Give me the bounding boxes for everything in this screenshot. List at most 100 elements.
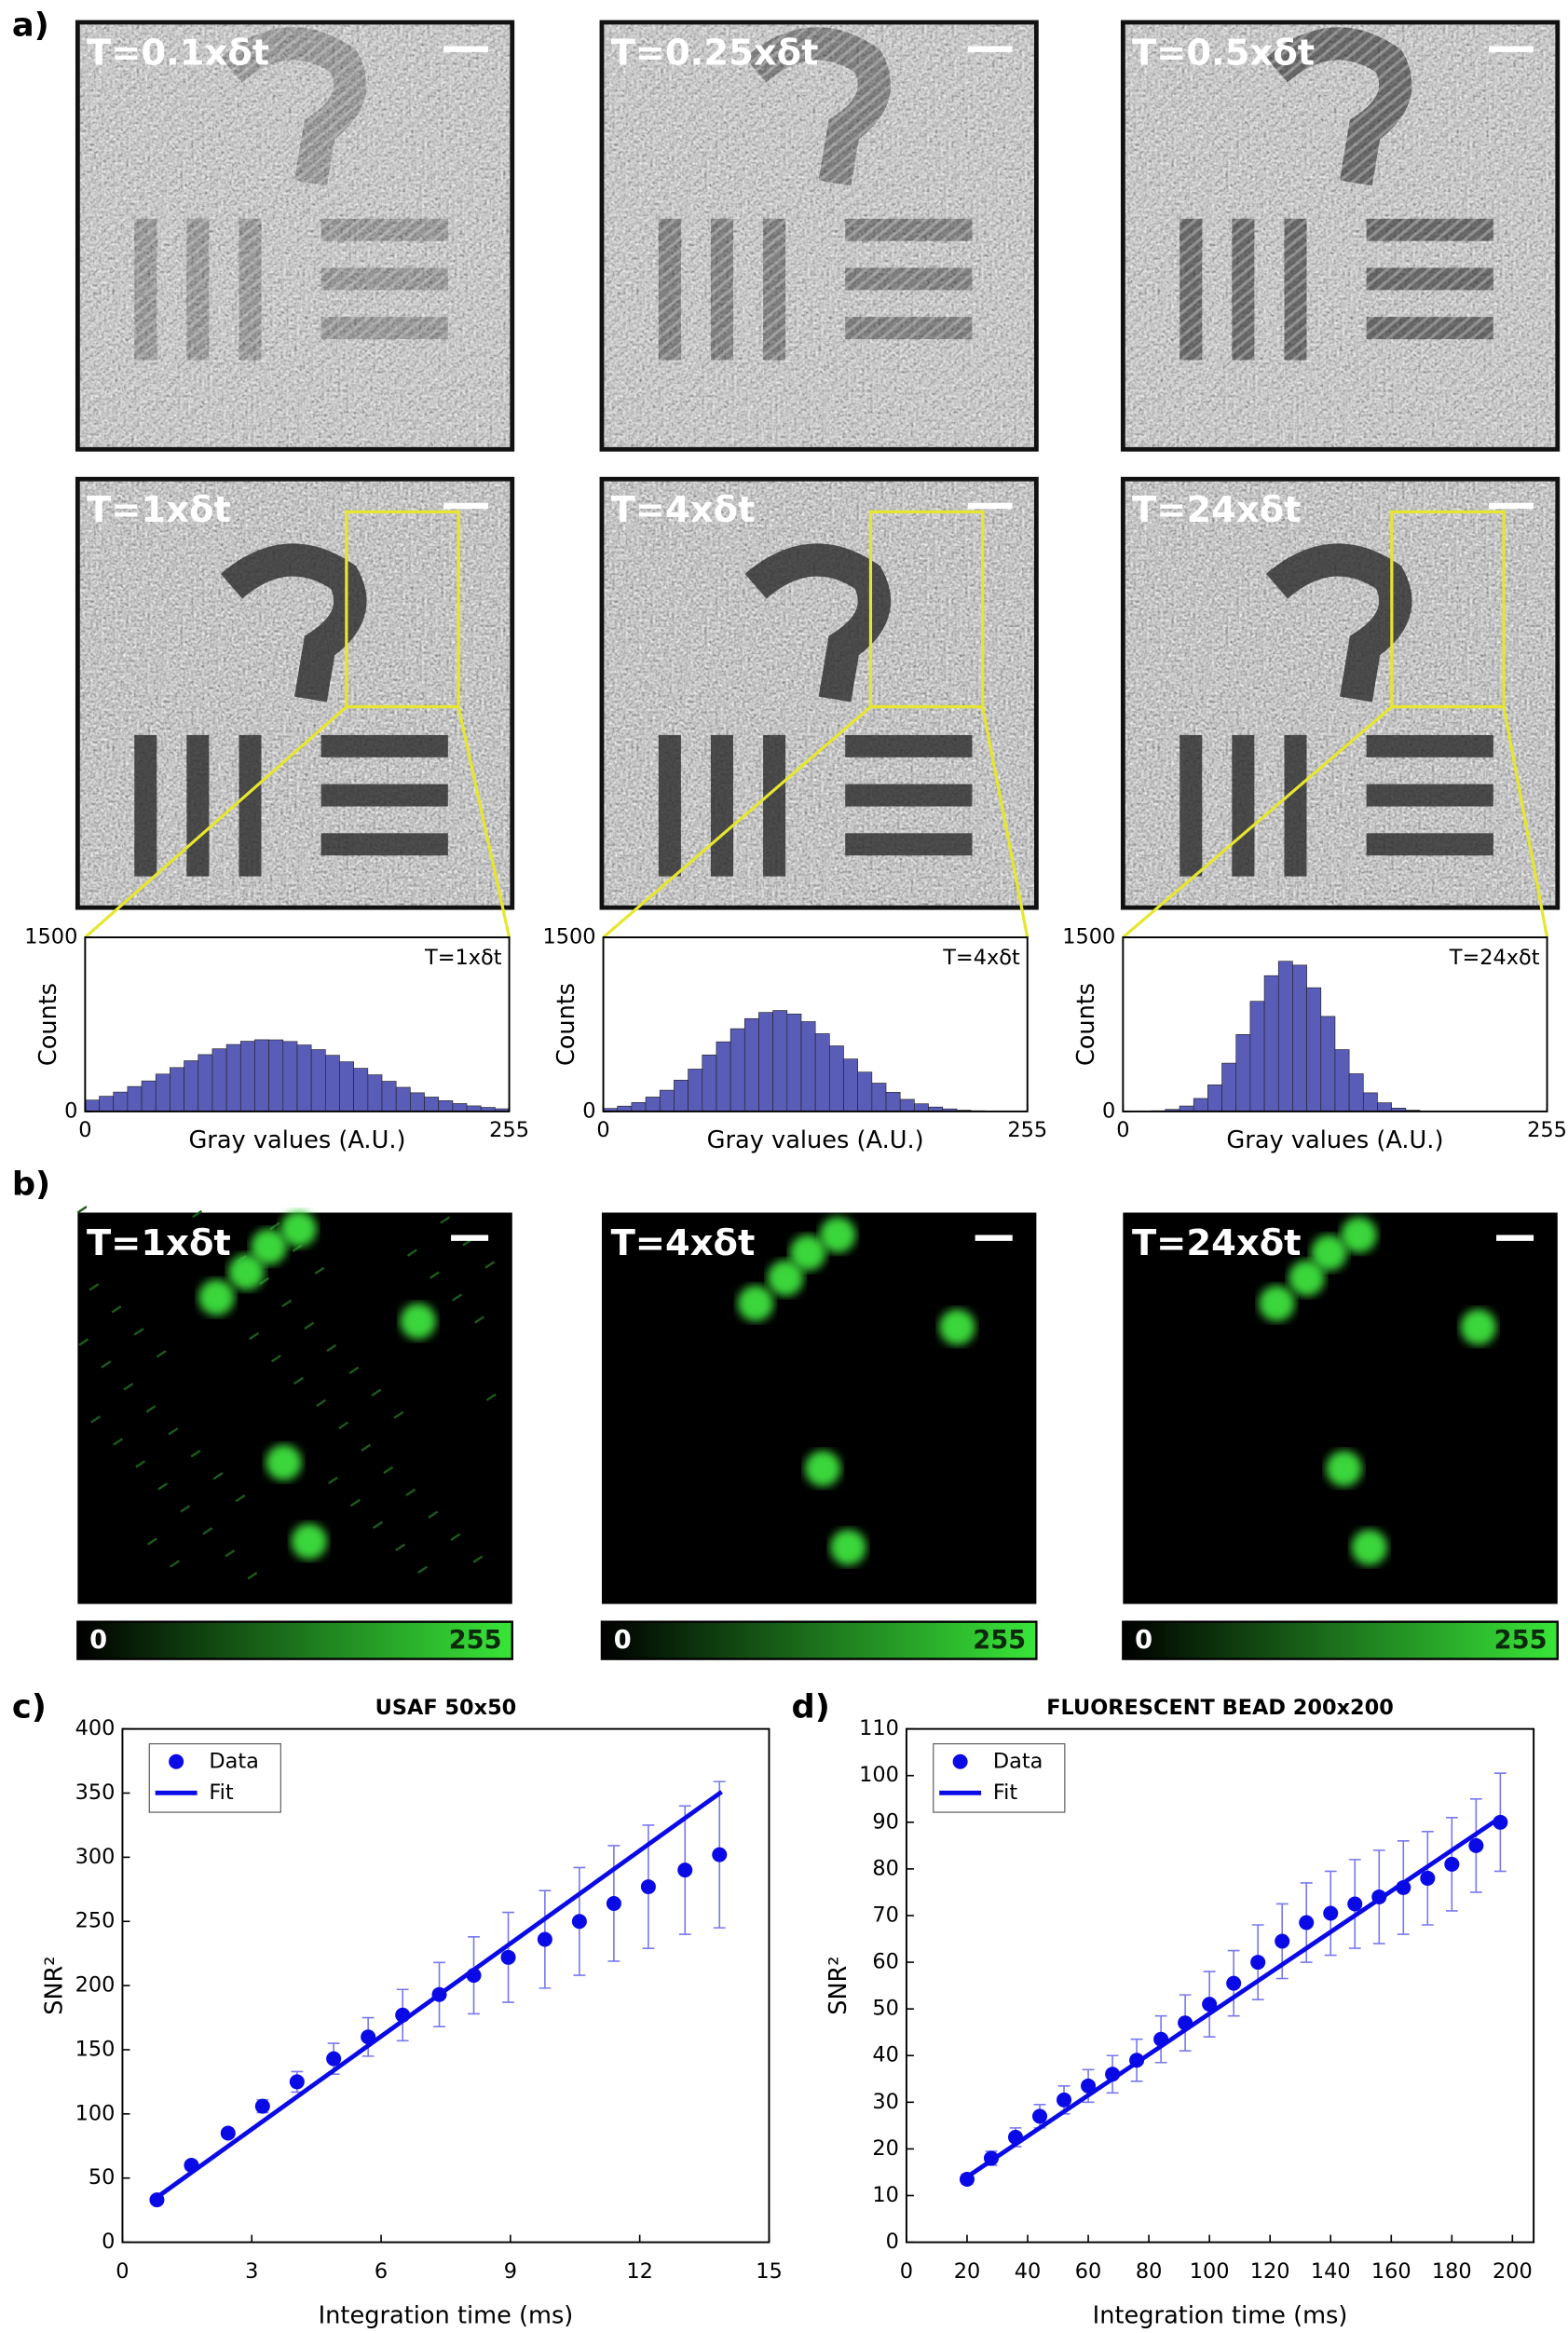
noise-streak xyxy=(484,1261,496,1269)
y-tick-label: 0 xyxy=(1102,1098,1115,1123)
hist-bar xyxy=(1277,961,1293,1112)
hist-bar xyxy=(452,1103,468,1112)
hist-bar xyxy=(1249,1001,1265,1112)
data-point xyxy=(1420,1870,1436,1886)
noise-streak xyxy=(293,1376,305,1385)
hist-bar xyxy=(85,1099,100,1112)
colorbar-gradient xyxy=(600,1620,1038,1660)
x-tick-label: 0 xyxy=(900,2259,913,2284)
hist-bar xyxy=(1377,1102,1392,1112)
x-tick-label: 80 xyxy=(1136,2259,1163,2284)
noise-streak xyxy=(281,1299,293,1308)
hist-bar xyxy=(829,1045,844,1112)
legend-label: Fit xyxy=(209,1780,234,1805)
x-tick-label: 255 xyxy=(1527,1118,1567,1142)
image-frame xyxy=(1120,476,1561,910)
hist-bar xyxy=(211,1048,227,1112)
colorbar-gradient xyxy=(1122,1620,1559,1660)
noise-streak xyxy=(316,1398,327,1408)
image-bg xyxy=(1123,1212,1558,1604)
noise-streak xyxy=(247,1571,258,1580)
noise-streak xyxy=(314,1266,325,1275)
hist-bar xyxy=(1348,1073,1364,1112)
hist-bar xyxy=(885,1092,901,1112)
bar-shape xyxy=(1284,734,1307,877)
y-tick-label: 70 xyxy=(872,1903,899,1928)
noise-streak xyxy=(428,1510,439,1519)
hist-bar xyxy=(184,1060,199,1112)
bead xyxy=(1341,1217,1377,1253)
bead xyxy=(737,1285,774,1322)
bead-image: T=4xδt xyxy=(601,1212,1037,1604)
x-axis-label: Integration time (ms) xyxy=(1093,2301,1348,2329)
noise-streak xyxy=(90,1415,102,1424)
hist-bar xyxy=(899,1098,915,1112)
x-tick-label: 180 xyxy=(1432,2259,1472,2284)
chart-title: USAF 50x50 xyxy=(375,1696,517,1720)
digit-shape xyxy=(1265,543,1412,703)
hist-bar xyxy=(1221,1062,1237,1112)
y-tick-label: 50 xyxy=(89,2165,116,2190)
panel-label: d) xyxy=(792,1687,830,1726)
noise-streak xyxy=(235,1494,246,1503)
target xyxy=(134,543,448,877)
hist-bar xyxy=(786,1013,802,1112)
annotation: T=1xδt xyxy=(424,946,502,970)
zoom-box xyxy=(345,510,460,709)
plot-frame xyxy=(1122,936,1548,1112)
noise-streak xyxy=(202,1527,213,1535)
bar-shape xyxy=(763,734,786,877)
x-tick-label: 200 xyxy=(1493,2259,1533,2284)
y-tick-label: 110 xyxy=(859,1716,899,1740)
y-tick-label: 1500 xyxy=(24,925,77,949)
data-point xyxy=(640,1879,656,1895)
bead xyxy=(1259,1285,1295,1322)
bead xyxy=(1288,1260,1325,1296)
noise-streak xyxy=(451,1293,462,1302)
hist-bar xyxy=(857,1071,873,1112)
x-tick-label: 60 xyxy=(1075,2259,1102,2284)
usaf-image: T=0.5xδt xyxy=(1120,20,1561,452)
data-point xyxy=(1299,1915,1315,1931)
noise-streak xyxy=(190,1450,201,1458)
noise-streak xyxy=(417,1565,429,1574)
data-point xyxy=(220,2125,236,2141)
hist-bar xyxy=(871,1083,887,1112)
colorbar: 0 255 xyxy=(76,1620,513,1660)
bead-image: T=1xδt xyxy=(76,1206,512,1604)
legend-box xyxy=(148,1742,281,1813)
hist-bar xyxy=(410,1092,425,1112)
y-tick-label: 1500 xyxy=(542,925,595,949)
hist-bar xyxy=(1334,1049,1350,1112)
y-tick-label: 30 xyxy=(872,2090,899,2114)
hist-bar xyxy=(1362,1092,1378,1112)
y-tick-label: 0 xyxy=(582,1098,595,1123)
x-tick-label: 9 xyxy=(504,2259,517,2284)
noise-streak xyxy=(123,1383,134,1391)
colorbar-label: 0 xyxy=(1135,1626,1152,1655)
annotation: T=24xδt xyxy=(1449,946,1540,970)
hist-bar xyxy=(324,1055,340,1112)
bar-shape xyxy=(134,734,157,877)
zoom-line xyxy=(84,705,348,939)
zoom-box xyxy=(868,510,985,709)
data-point xyxy=(1347,1896,1363,1912)
usaf-image: T=0.25xδt xyxy=(599,20,1039,452)
hist-bar xyxy=(1292,964,1307,1112)
streaks xyxy=(77,21,512,450)
noise-streak xyxy=(156,1350,167,1358)
hist-bar xyxy=(282,1041,298,1112)
colorbar: 0 255 xyxy=(600,1620,1038,1660)
noise-streak xyxy=(450,1533,461,1541)
bead xyxy=(939,1309,975,1345)
noise-streak xyxy=(406,1248,417,1257)
digit-shape xyxy=(220,543,367,703)
hist-bar xyxy=(800,1021,816,1112)
bead xyxy=(280,1210,317,1248)
x-tick-label: 140 xyxy=(1311,2259,1351,2284)
hist-bar xyxy=(141,1080,157,1112)
data-point xyxy=(326,2051,342,2067)
x-axis-label: Gray values (A.U.) xyxy=(188,1126,405,1154)
hist-bar xyxy=(772,1010,788,1112)
